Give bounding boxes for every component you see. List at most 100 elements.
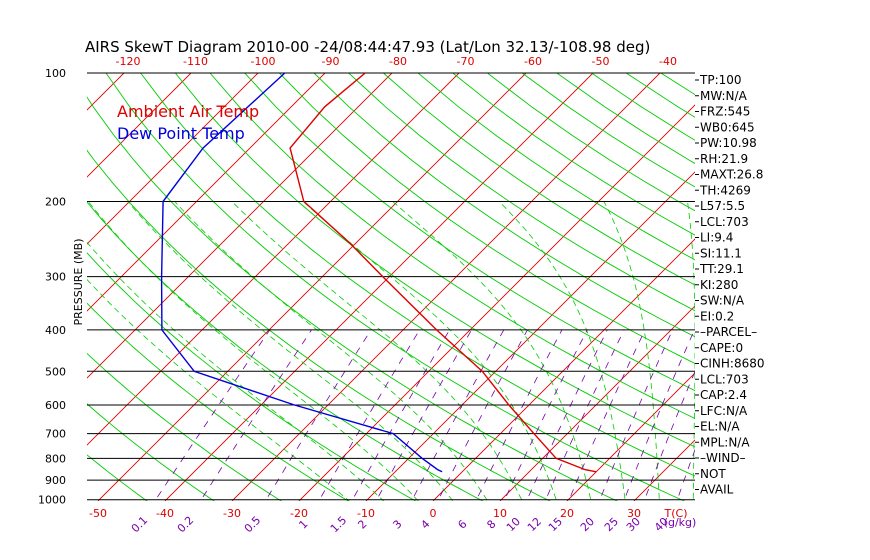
top-temp-tick-label: -110 — [183, 55, 208, 68]
chart-title: AIRS SkewT Diagram 2010-00 -24/08:44:47.… — [85, 38, 650, 56]
pressure-tick-label: 100 — [45, 67, 66, 80]
index-label: LFC:N/A — [700, 404, 748, 418]
index-label: FRZ:545 — [700, 105, 750, 119]
index-label: TH:4269 — [699, 183, 751, 197]
mixing-ratio-line — [568, 329, 646, 501]
index-label: MW:N/A — [700, 89, 748, 103]
index-label: CAPE:0 — [700, 341, 743, 355]
pressure-tick-label: 700 — [45, 428, 66, 441]
bottom-temp-tick-label: -50 — [89, 507, 107, 520]
isotherm-line — [499, 305, 695, 501]
index-label: SI:11.1 — [700, 246, 742, 260]
isotherm-line — [87, 73, 326, 312]
moist-adiabat-line — [87, 201, 419, 501]
mixing-ratio-line — [526, 329, 608, 501]
mixing-ratio-unit-label: (g/kg) — [664, 516, 697, 529]
isotherm-line — [87, 73, 192, 178]
bottom-temp-tick-label: -20 — [290, 507, 308, 520]
dry-adiabat-line — [87, 454, 148, 501]
isotherm-line — [231, 73, 661, 501]
top-temp-tick-label: -100 — [251, 55, 276, 68]
index-label: NOT — [700, 467, 726, 481]
legend-ambient-air-temp: Ambient Air Temp — [117, 102, 259, 121]
bottom-temp-tick-label: 20 — [560, 507, 574, 520]
index-label: WB0:645 — [700, 120, 755, 134]
mixing-ratio-line — [643, 370, 695, 501]
index-label: –WIND– — [700, 451, 746, 465]
index-label: RH:21.9 — [700, 152, 748, 166]
pressure-tick-label: 500 — [45, 365, 66, 378]
index-label: TT:29.1 — [699, 262, 744, 276]
bottom-temp-tick-label: 10 — [493, 507, 507, 520]
index-label: TP:100 — [699, 73, 742, 87]
isotherm-line — [164, 73, 594, 501]
index-label: CINH:8680 — [700, 357, 765, 371]
dry-adiabat-line — [452, 73, 695, 236]
isotherm-line — [768, 73, 870, 501]
bottom-temp-tick-label: 0 — [430, 507, 437, 520]
dry-adiabat-line — [279, 73, 695, 364]
y-axis-label: PRESSURE (MB) — [72, 239, 85, 326]
mixing-ratio-tick-label: 12 — [525, 515, 544, 534]
dry-adiabat-line — [348, 73, 695, 312]
dry-adiabat-line — [383, 73, 695, 286]
mixing-ratio-line — [351, 329, 450, 501]
bottom-temp-tick-label: -30 — [223, 507, 241, 520]
pressure-tick-label: 800 — [45, 452, 66, 465]
moist-adiabat-line — [687, 201, 695, 501]
dry-adiabat-line — [244, 73, 695, 392]
mixing-ratio-line — [318, 329, 420, 501]
moist-adiabat-line — [87, 278, 350, 501]
moist-adiabat-line — [174, 201, 489, 501]
top-temp-tick-label: -50 — [592, 55, 610, 68]
isotherm-line — [87, 73, 460, 446]
top-temp-tick-label: -90 — [322, 55, 340, 68]
ambient-temp-line — [289, 73, 597, 473]
index-label: CAP:2.4 — [700, 388, 747, 402]
isobar-lines — [87, 72, 695, 501]
top-temp-tick-label: -40 — [659, 55, 677, 68]
mixing-ratio-line — [475, 329, 563, 501]
index-label: AVAIL — [700, 483, 734, 497]
dry-adiabat-line — [765, 73, 870, 517]
dry-adiabat-line — [417, 73, 695, 261]
mixing-ratio-tick-label: 0.2 — [175, 514, 197, 536]
index-label: MPL:N/A — [700, 435, 750, 449]
index-label: SW:N/A — [700, 294, 745, 308]
moist-adiabat-line — [127, 201, 454, 501]
pressure-tick-label: 900 — [45, 474, 66, 487]
mixing-ratio-line — [437, 329, 528, 501]
dry-adiabat-line — [313, 73, 695, 338]
pressure-tick-label: 200 — [45, 195, 66, 208]
bottom-temp-tick-label: -40 — [156, 507, 174, 520]
dry-adiabat-line — [521, 73, 695, 188]
isotherm-line — [97, 73, 527, 501]
moist-adiabat-line — [231, 201, 523, 501]
dew-point-line — [160, 73, 443, 473]
bottom-temp-tick-label: -10 — [357, 507, 375, 520]
mixing-ratio-line — [544, 329, 625, 501]
moist-adiabat-line — [302, 201, 558, 501]
sounding-series — [160, 73, 597, 473]
bottom-temp-tick-label: 30 — [627, 507, 641, 520]
index-label: –PARCEL– — [700, 325, 757, 339]
mixing-ratio-tick-label: 25 — [602, 515, 621, 534]
isotherm-line — [87, 73, 259, 245]
top-temp-tick-label: -80 — [389, 55, 407, 68]
pressure-tick-label: 400 — [45, 324, 66, 337]
mixing-ratio-line — [623, 329, 695, 501]
moist-adiabat-line — [392, 201, 592, 501]
pressure-tick-label: 600 — [45, 399, 66, 412]
moist-adiabat-line — [87, 241, 385, 501]
pressure-tick-label: 300 — [45, 271, 66, 284]
mixing-ratio-tick-label: 0.1 — [129, 514, 151, 536]
index-label: L57:5.5 — [700, 199, 745, 213]
mixing-ratio-line — [264, 329, 372, 501]
mixing-ratio-tick-label: 0.5 — [242, 514, 264, 536]
pressure-tick-label: 1000 — [38, 494, 66, 507]
mixing-ratio-tick-label: 1.5 — [328, 514, 350, 536]
isotherm-line — [566, 372, 695, 501]
isotherm-line — [87, 73, 393, 379]
